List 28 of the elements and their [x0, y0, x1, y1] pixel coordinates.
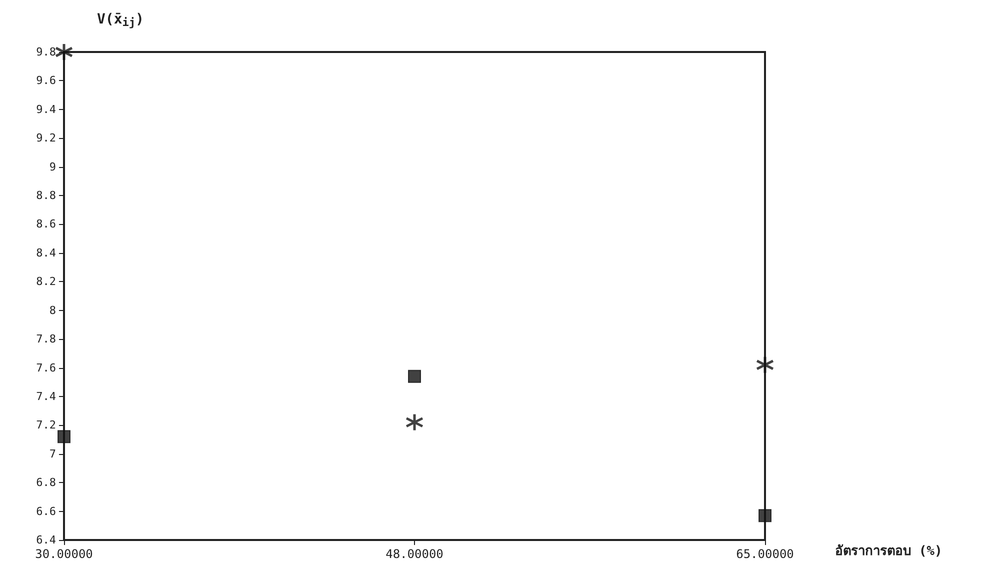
y-tick-label: 9: [49, 160, 56, 174]
y-tick-label: 7.8: [36, 332, 56, 346]
y-tick-label: 9.8: [36, 46, 56, 58]
x-tick-label: 65.00000: [736, 547, 794, 561]
y-tick-label: 8.2: [36, 275, 56, 288]
y-tick-label: 9.4: [36, 102, 56, 116]
y-tick-label: 9.6: [36, 74, 56, 88]
y-tick-label: 6.8: [36, 476, 56, 490]
y-tick-label: 7.4: [36, 390, 56, 403]
point: [58, 430, 70, 444]
y-tick-label: 6.6: [36, 504, 56, 518]
point: [405, 413, 424, 432]
point: [756, 356, 774, 374]
y-tick-label: 8.6: [36, 218, 56, 231]
y-tick-label: 8.8: [36, 189, 56, 202]
x-tick-label: 48.00000: [386, 547, 444, 561]
y-tick-label: 7.2: [36, 418, 56, 432]
point: [408, 370, 421, 383]
y-tick-label: 8: [49, 304, 56, 317]
x-tick-label: 30.00000: [35, 547, 93, 561]
y-tick-label: 9.2: [36, 132, 56, 145]
x-axis-title: อัตราการตอบ (%): [835, 544, 942, 559]
y-tick-label: 7.6: [36, 361, 56, 374]
y-tick-label: 8.4: [36, 246, 56, 260]
y-tick-label: 7: [49, 447, 56, 460]
y-tick-label: 6.4: [36, 534, 56, 546]
point: [54, 42, 74, 62]
point: [758, 509, 772, 522]
